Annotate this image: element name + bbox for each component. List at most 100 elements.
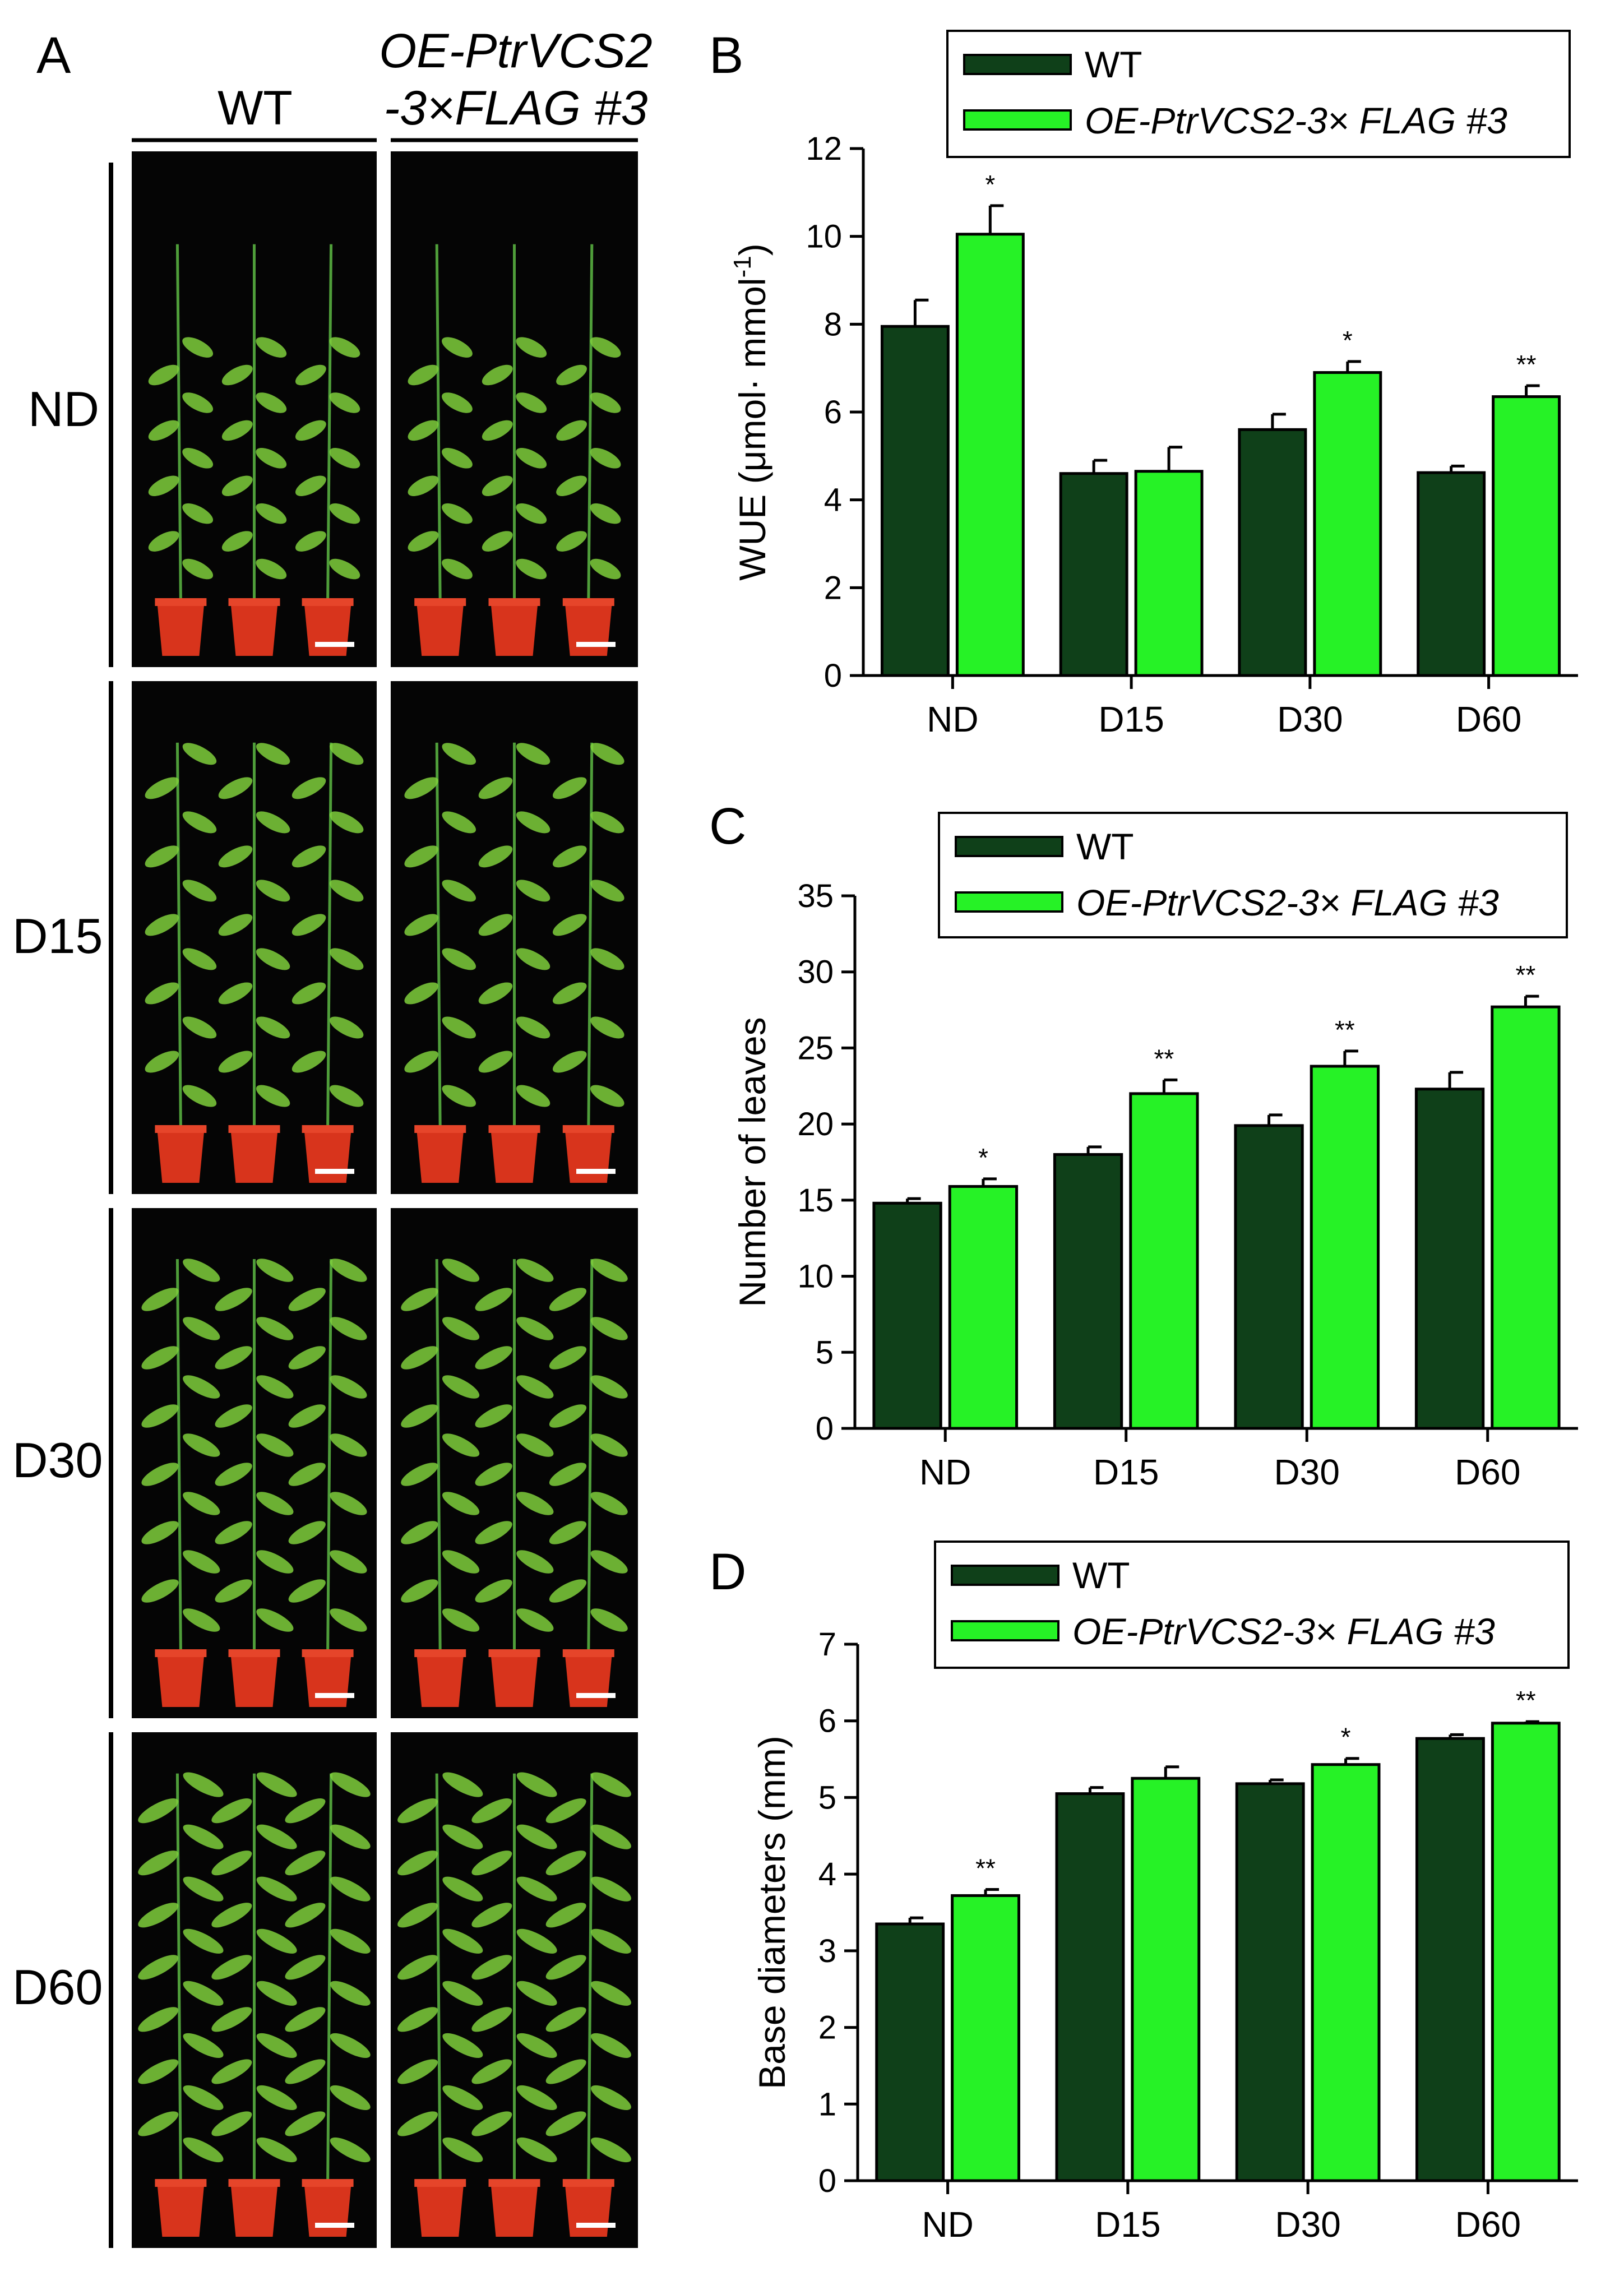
plant-leaf <box>556 531 587 552</box>
plant-leaf <box>141 1404 179 1428</box>
plant-leaf <box>330 1317 367 1340</box>
plant-leaf <box>475 1288 512 1311</box>
plant-leaf <box>482 531 513 552</box>
plant-leaf <box>330 2085 371 2111</box>
plant-leaf <box>482 475 513 496</box>
plant-leaf <box>516 392 547 413</box>
plant-leaf <box>590 1772 631 1797</box>
plant-leaf <box>397 2007 438 2032</box>
legend: WT OE-PtrVCS2-3× FLAG #3 <box>946 30 1571 158</box>
plant-leaf <box>475 1463 512 1486</box>
legend-swatch-wt <box>955 836 1063 857</box>
plant-leaf <box>138 2111 179 2136</box>
plant-pot-rim <box>414 1649 466 1657</box>
plant-leaf <box>211 1903 252 1928</box>
plant-pot <box>230 1654 278 1707</box>
plant-leaf <box>590 1259 628 1282</box>
plant-leaf <box>442 1608 480 1632</box>
plant-leaf <box>330 1375 367 1399</box>
plant-leaf <box>590 1608 628 1632</box>
plant-leaf <box>516 448 547 469</box>
plant-leaf <box>292 777 326 799</box>
y-tick-label: 10 <box>797 1259 834 1295</box>
legend-box <box>938 812 1568 938</box>
row-label-d15: D15 <box>12 908 103 964</box>
plant-leaf <box>442 2033 483 2058</box>
plant-leaf <box>475 1346 512 1370</box>
plant-leaf <box>442 503 473 524</box>
plant-leaf <box>397 1851 438 1876</box>
plant-photo <box>132 1732 377 2248</box>
y-tick-label: 5 <box>818 1779 836 1816</box>
plant-pot <box>417 603 464 656</box>
y-axis-label: Base diameters (mm) <box>751 1736 793 2089</box>
plant-leaf <box>183 1608 220 1632</box>
panel-c-letter: C <box>709 798 746 855</box>
plant-pot-rim <box>228 2179 280 2187</box>
y-tick-label: 25 <box>797 1030 834 1066</box>
x-tick-label: D15 <box>1098 699 1164 739</box>
significance-marker: ** <box>975 1853 996 1882</box>
plant-leaf <box>401 1463 438 1486</box>
plant-leaf <box>256 558 287 580</box>
plant-pot <box>304 2184 351 2237</box>
y-tick-label: 5 <box>816 1334 834 1371</box>
plant-leaf <box>590 1492 628 1515</box>
bar-oe <box>1491 1722 1561 2182</box>
plant-pot <box>157 1654 205 1707</box>
plant-leaf <box>549 1463 587 1486</box>
plant-pot <box>304 603 351 656</box>
plant-leaf <box>182 558 214 580</box>
plant-pot-rim <box>302 1125 354 1133</box>
plant-leaf <box>442 337 473 358</box>
plant-pot-rim <box>228 598 280 606</box>
plant-leaf <box>183 1772 224 1797</box>
plant-leaf <box>442 811 476 834</box>
y-tick-label: 4 <box>818 1856 836 1893</box>
plant-leaf <box>549 1288 587 1311</box>
plant-leaf <box>516 1876 557 1902</box>
plant-pot-rim <box>488 598 540 606</box>
plant-leaf <box>404 777 438 799</box>
plant-pot-rim <box>155 598 207 606</box>
plant-leaf <box>256 948 290 970</box>
plant-leaf <box>471 1955 512 1980</box>
bar-wt <box>1235 1782 1305 2182</box>
plant-pot <box>417 1130 464 1183</box>
plant-leaf <box>182 743 217 765</box>
plant-leaf <box>138 1955 179 1980</box>
plant-stem <box>587 244 594 603</box>
plant-leaf <box>218 845 253 868</box>
plant-leaf <box>330 1772 371 1797</box>
y-tick-label: 4 <box>824 482 842 519</box>
plant-leaf <box>516 880 550 902</box>
plant-pot-rim <box>155 2179 207 2187</box>
plant-leaf <box>471 1798 512 1824</box>
plant-leaf <box>482 364 513 386</box>
plant-leaf <box>330 1876 371 1902</box>
plant-leaf <box>221 364 253 386</box>
plant-leaf <box>590 1928 631 1954</box>
plant-leaf <box>549 1521 587 1544</box>
plant-leaf <box>516 1550 554 1574</box>
plant-pot-rim <box>488 2179 540 2187</box>
plant-stem <box>435 742 442 1130</box>
plant-leaf <box>145 1051 179 1073</box>
plant-leaf <box>442 1876 483 1902</box>
plant-leaf <box>256 503 287 524</box>
plant-leaf <box>553 982 587 1005</box>
plant-leaf <box>404 1051 438 1073</box>
plant-leaf <box>295 531 326 552</box>
bar-wt <box>875 1922 945 2182</box>
y-tick-label: 2 <box>818 2010 836 2046</box>
plant-leaf <box>482 420 513 441</box>
plant-leaf <box>590 1016 624 1039</box>
plant-leaf <box>182 337 214 358</box>
plant-leaf <box>545 2007 586 2032</box>
plant-leaf <box>590 2137 631 2163</box>
x-tick-label: D15 <box>1095 2204 1160 2245</box>
plant-photo <box>391 1732 638 2248</box>
plant-leaf <box>478 777 513 799</box>
plant-leaf <box>182 811 217 834</box>
plant-leaf <box>404 914 438 936</box>
